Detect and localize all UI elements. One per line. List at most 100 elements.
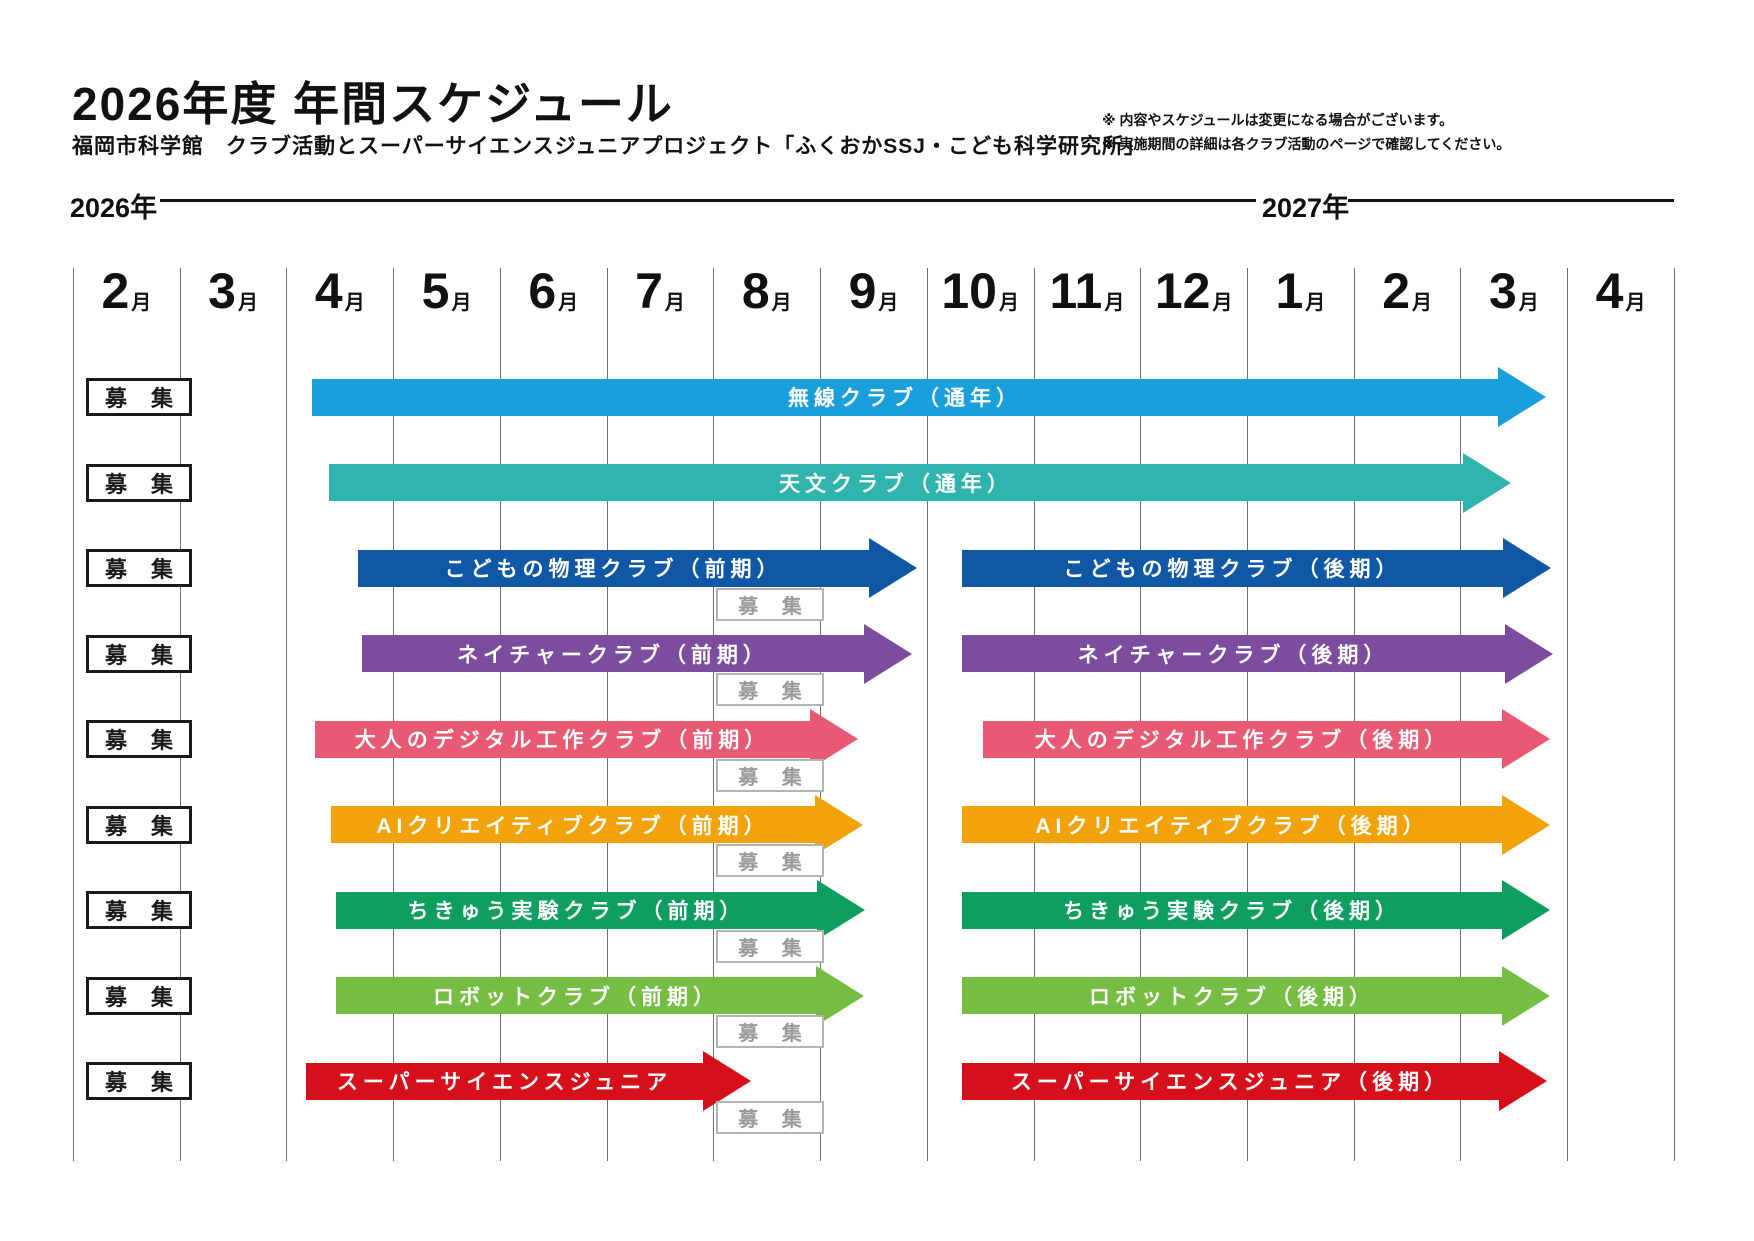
month-number: 11 bbox=[1049, 263, 1103, 319]
month-gridline bbox=[926, 268, 928, 1161]
schedule-bar bbox=[329, 464, 1463, 501]
recruit-badge-february: 募 集 bbox=[86, 634, 192, 673]
month-gridline bbox=[393, 268, 395, 1161]
schedule-bar-label: ロボットクラブ（前期） bbox=[433, 985, 719, 1009]
year-label-2027: 2027年 bbox=[1262, 193, 1350, 223]
schedule-bar bbox=[962, 1062, 1499, 1100]
schedule-bar-label: 大人のデジタル工作クラブ（前期） bbox=[354, 729, 771, 752]
note-line-2: ※ 実施期間の詳細は各クラブ活動のページで確認してください。 bbox=[1102, 136, 1511, 152]
schedule-bar-label: スーパーサイエンスジュニア（後期） bbox=[1010, 1071, 1451, 1094]
recruit-badge-august: 募 集 bbox=[716, 929, 824, 963]
arrow-head-icon bbox=[1498, 367, 1546, 427]
month-label: 11 月 bbox=[1034, 258, 1141, 316]
schedule-bar-label: ネイチャークラブ（前期） bbox=[457, 643, 769, 667]
month-number: 4 bbox=[1595, 263, 1624, 319]
month-suffix: 月 bbox=[664, 292, 685, 314]
month-number: 2 bbox=[1382, 263, 1411, 319]
arrow-head-icon bbox=[817, 880, 865, 940]
month-suffix: 月 bbox=[1104, 292, 1125, 314]
month-suffix: 月 bbox=[878, 292, 899, 314]
schedule-bar-label: ネイチャークラブ（後期） bbox=[1077, 643, 1390, 667]
month-number: 12 bbox=[1154, 263, 1211, 319]
schedule-bar bbox=[336, 977, 816, 1014]
schedule-bar-label: ロボットクラブ（後期） bbox=[1089, 985, 1375, 1009]
month-number: 9 bbox=[848, 263, 877, 319]
month-suffix: 月 bbox=[131, 292, 152, 314]
recruit-badge-february: 募 集 bbox=[86, 1062, 192, 1100]
schedule-bar-label: 天文クラブ（通年） bbox=[779, 472, 1013, 496]
recruit-badge-august: 募 集 bbox=[716, 587, 824, 621]
month-label: 10 月 bbox=[927, 258, 1034, 316]
month-number: 10 bbox=[941, 263, 997, 319]
schedule-bar bbox=[962, 635, 1505, 672]
recruit-badge-august: 募 集 bbox=[716, 758, 824, 792]
schedule-bar bbox=[331, 806, 815, 843]
arrow-head-icon bbox=[1463, 452, 1511, 513]
arrow-head-icon bbox=[1499, 1051, 1547, 1111]
arrow-head-icon bbox=[1503, 538, 1551, 598]
month-gridline bbox=[1673, 268, 1675, 1161]
schedule-bar bbox=[983, 720, 1502, 758]
arrow-head-icon bbox=[869, 538, 917, 598]
month-suffix: 月 bbox=[1212, 292, 1233, 314]
month-suffix: 月 bbox=[1518, 292, 1539, 314]
month-gridline bbox=[1140, 268, 1142, 1161]
recruit-badge-august: 募 集 bbox=[716, 1100, 824, 1134]
month-gridline bbox=[1247, 268, 1249, 1161]
schedule-bar bbox=[362, 635, 864, 672]
schedule-bar bbox=[962, 977, 1502, 1014]
recruit-badge-august: 募 集 bbox=[716, 673, 824, 706]
note-line-1: ※ 内容やスケジュールは変更になる場合がございます。 bbox=[1102, 112, 1454, 128]
month-number: 1 bbox=[1275, 263, 1304, 319]
month-suffix: 月 bbox=[344, 292, 365, 314]
recruit-badge-february: 募 集 bbox=[86, 549, 192, 587]
page-subtitle: 福岡市科学館 クラブ活動とスーパーサイエンスジュニアプロジェクト「ふくおかSSJ… bbox=[72, 135, 1146, 158]
arrow-head-icon bbox=[1502, 965, 1550, 1026]
month-suffix: 月 bbox=[237, 292, 258, 314]
schedule-bar bbox=[962, 891, 1502, 929]
arrow-head-icon bbox=[1502, 794, 1550, 855]
month-gridline bbox=[606, 268, 608, 1161]
year-rule-left bbox=[160, 199, 1256, 202]
month-gridline bbox=[1460, 268, 1462, 1161]
month-number: 8 bbox=[741, 263, 770, 319]
schedule-bar-label: こどもの物理クラブ（前期） bbox=[444, 558, 783, 581]
month-label: 12 月 bbox=[1140, 258, 1247, 316]
page-title: 2026年度 年間スケジュール bbox=[72, 78, 674, 130]
notes: ※ 内容やスケジュールは変更になる場合がございます。 ※ 実施期間の詳細は各クラ… bbox=[1102, 108, 1510, 156]
schedule-bar bbox=[315, 720, 810, 758]
month-gridline bbox=[73, 268, 74, 1161]
schedule-bar bbox=[336, 891, 817, 929]
arrow-head-icon bbox=[1502, 880, 1550, 940]
year-label-2026: 2026年 bbox=[70, 193, 158, 223]
schedule-bar-label: 大人のデジタル工作クラブ（後期） bbox=[1034, 729, 1451, 752]
schedule-bar-label: こどもの物理クラブ（後期） bbox=[1063, 558, 1402, 581]
month-gridline bbox=[1353, 268, 1355, 1161]
arrow-head-icon bbox=[1502, 709, 1550, 769]
recruit-badge-february: 募 集 bbox=[86, 463, 192, 502]
month-suffix: 月 bbox=[1625, 292, 1646, 314]
recruit-badge-august: 募 集 bbox=[716, 844, 824, 877]
recruit-badge-february: 募 集 bbox=[86, 378, 192, 416]
schedule-bar-label: ちきゅう実験クラブ（後期） bbox=[1063, 900, 1401, 923]
month-number: 4 bbox=[314, 263, 343, 319]
recruit-badge-february: 募 集 bbox=[86, 720, 192, 758]
month-suffix: 月 bbox=[999, 292, 1019, 314]
arrow-head-icon bbox=[816, 965, 864, 1026]
year-rule-right bbox=[1348, 199, 1674, 202]
schedule-bar bbox=[962, 549, 1503, 587]
month-gridline bbox=[1567, 268, 1569, 1161]
month-number: 5 bbox=[421, 263, 450, 319]
month-number: 7 bbox=[635, 263, 663, 319]
month-suffix: 月 bbox=[1305, 292, 1326, 314]
